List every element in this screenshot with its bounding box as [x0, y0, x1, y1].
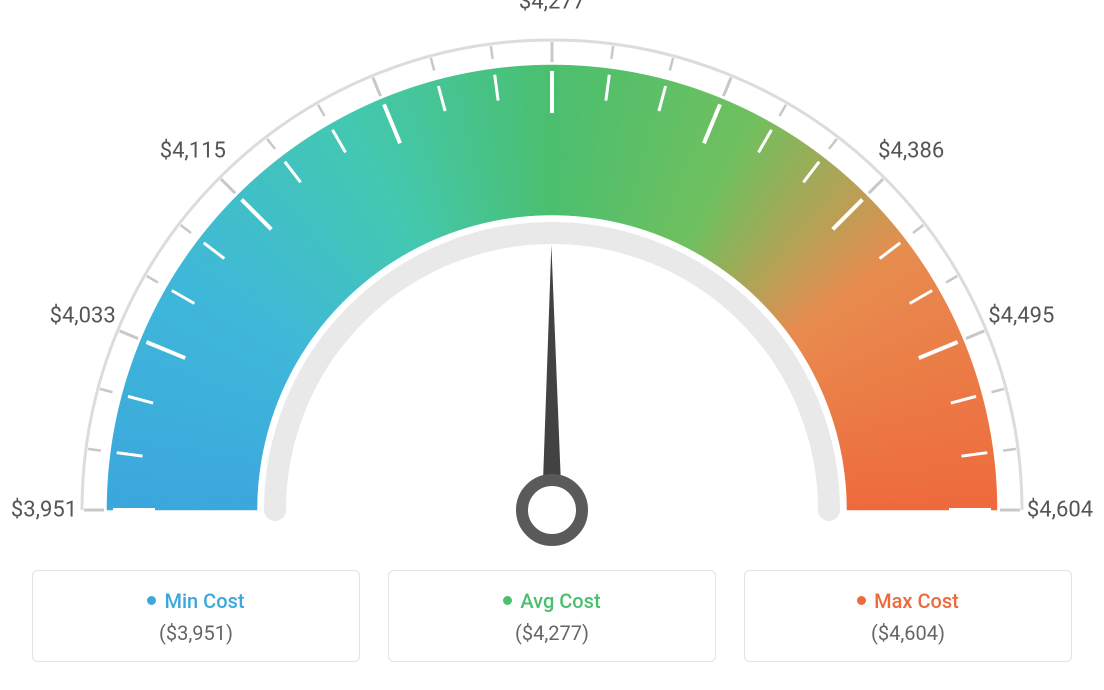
legend-title-min: Min Cost	[43, 589, 349, 613]
outer-minor-tick	[780, 105, 787, 116]
gauge-tick-label: $4,115	[160, 138, 226, 163]
outer-tick	[966, 331, 984, 339]
outer-tick	[120, 331, 138, 339]
outer-minor-tick	[100, 389, 113, 392]
outer-minor-tick	[611, 46, 613, 59]
outer-tick	[221, 179, 235, 193]
outer-minor-tick	[829, 139, 837, 149]
legend-card-max: Max Cost ($4,604)	[744, 570, 1072, 662]
outer-minor-tick	[147, 276, 158, 283]
legend-card-avg: Avg Cost ($4,277)	[388, 570, 716, 662]
gauge-tick-label: $4,033	[50, 303, 116, 328]
cost-gauge: $3,951$4,033$4,115$4,277$4,386$4,495$4,6…	[22, 20, 1082, 560]
legend-value-max: ($4,604)	[755, 621, 1061, 645]
dot-icon-min	[147, 596, 156, 605]
legend-card-min: Min Cost ($3,951)	[32, 570, 360, 662]
gauge-tick-label: $4,495	[988, 303, 1054, 328]
outer-tick	[869, 179, 883, 193]
outer-minor-tick	[181, 225, 191, 233]
dot-icon-max	[857, 596, 866, 605]
gauge-needle	[542, 245, 562, 510]
gauge-tick-label: $4,386	[878, 138, 944, 163]
legend-value-avg: ($4,277)	[399, 621, 705, 645]
outer-minor-tick	[431, 58, 434, 71]
legend-title-avg: Avg Cost	[399, 589, 705, 613]
outer-minor-tick	[318, 105, 325, 116]
outer-tick	[723, 78, 731, 96]
gauge-svg	[22, 20, 1082, 560]
outer-minor-tick	[267, 139, 275, 149]
gauge-tick-label: $4,604	[1027, 498, 1093, 523]
legend-label-avg: Avg Cost	[520, 589, 600, 613]
outer-minor-tick	[1003, 449, 1016, 451]
legend-value-min: ($3,951)	[43, 621, 349, 645]
legend-row: Min Cost ($3,951) Avg Cost ($4,277) Max …	[32, 570, 1072, 662]
gauge-tick-label: $4,277	[519, 0, 585, 15]
legend-label-max: Max Cost	[874, 589, 959, 613]
legend-label-min: Min Cost	[164, 589, 244, 613]
outer-minor-tick	[946, 276, 957, 283]
outer-tick	[373, 78, 381, 96]
outer-minor-tick	[991, 389, 1004, 392]
dot-icon-avg	[503, 596, 512, 605]
outer-minor-tick	[913, 225, 923, 233]
outer-minor-tick	[88, 449, 101, 451]
outer-minor-tick	[491, 46, 493, 59]
gauge-tick-label: $3,951	[11, 498, 77, 523]
needle-hub	[522, 480, 582, 540]
outer-minor-tick	[670, 58, 673, 71]
legend-title-max: Max Cost	[755, 589, 1061, 613]
